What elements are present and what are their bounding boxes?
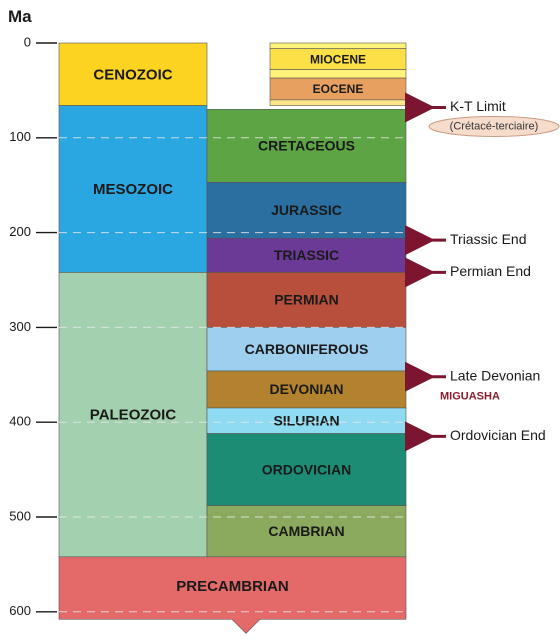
carboniferous-block: CARBONIFEROUS: [206, 327, 407, 372]
carboniferous-label: CARBONIFEROUS: [245, 341, 369, 357]
jurassic-rect: [206, 182, 407, 239]
event-k-t-limit: K-T Limit (Crétacé-terciaire): [405, 92, 560, 137]
cambrian-block: CAMBRIAN: [206, 505, 407, 558]
event-ordovician-end: Ordovician End: [405, 421, 546, 452]
events-group: K-T Limit (Crétacé-terciaire) Triassic End…: [405, 92, 560, 452]
devonian-block: DEVONIAN: [206, 370, 407, 409]
event-triassic-end: Triassic End: [405, 225, 527, 256]
axis-unit-label: Ma: [8, 7, 32, 26]
axis-tick-label: 400: [9, 414, 31, 429]
ordovician-label: ORDOVICIAN: [262, 461, 351, 477]
precambrian-rect: [58, 556, 407, 634]
cenozoic-rect: [58, 42, 208, 106]
silurian-label: SILURIAN: [273, 412, 339, 428]
mesozoic-rect: [58, 105, 208, 273]
axis-tick-label: 600: [9, 603, 31, 618]
cretaceous-block: CRETACEOUS: [206, 109, 407, 183]
cambrian-label: CAMBRIAN: [268, 523, 344, 539]
event-site-label: MIGUASHA: [440, 391, 500, 403]
paleozoic-rect: [58, 272, 208, 558]
permian-label: PERMIAN: [274, 292, 339, 308]
event-sublabel: (Crétacé-terciaire): [450, 120, 539, 132]
cambrian-rect: [206, 505, 407, 558]
eocene-label: EOCENE: [313, 82, 364, 96]
eocene-block: EOCENE: [269, 77, 407, 101]
periods-group: CRETACEOUS JURASSIC TRIASSIC PERMIAN CARBONI…: [206, 109, 407, 558]
event-label: Permian End: [450, 263, 531, 279]
event-label: Late Devonian: [450, 367, 540, 383]
permian-rect: [206, 272, 407, 328]
silurian-block: SILURIAN: [206, 407, 407, 434]
triassic-block: TRIASSIC: [206, 237, 407, 273]
mesozoic-block: MESOZOIC: [58, 105, 208, 273]
miocene-label: MIOCENE: [310, 52, 366, 66]
event-sublabel-ellipse: [428, 115, 560, 137]
precambrian-label: PRECAMBRIAN: [176, 578, 289, 595]
triassic-label: TRIASSIC: [274, 247, 339, 263]
jurassic-block: JURASSIC: [206, 182, 407, 239]
epochs-group: MIOCENE EOCENE: [269, 42, 407, 106]
event-label: Ordovician End: [450, 427, 546, 443]
silurian-rect: [206, 407, 407, 434]
axis-ticks-group: 0 100 200 300 400 500 600: [9, 34, 57, 618]
band-block: [269, 99, 407, 106]
paleozoic-label: PALEOZOIC: [90, 407, 177, 424]
cenozoic-label: CENOZOIC: [93, 66, 172, 83]
axis-tick-label: 0: [24, 34, 31, 49]
event-late-devonian: Late Devonian MIGUASHA: [405, 361, 540, 403]
event-permian-end: Permian End: [405, 257, 531, 288]
event-label: Triassic End: [450, 231, 527, 247]
axis-tick-label: 300: [9, 319, 31, 334]
miocene-block: MIOCENE: [269, 48, 407, 70]
cretaceous-rect: [206, 109, 407, 183]
axis-tick-label: 500: [9, 508, 31, 523]
band-rect: [269, 42, 407, 49]
axis-tick-label: 200: [9, 224, 31, 239]
mesozoic-label: MESOZOIC: [93, 181, 173, 198]
band-rect: [269, 69, 407, 79]
cretaceous-label: CRETACEOUS: [258, 138, 355, 154]
event-label: K-T Limit: [450, 98, 506, 114]
ordovician-block: ORDOVICIAN: [206, 433, 407, 506]
triassic-rect: [206, 237, 407, 273]
axis-tick-label: 100: [9, 129, 31, 144]
devonian-label: DEVONIAN: [270, 381, 344, 397]
band-block: [269, 42, 407, 49]
jurassic-label: JURASSIC: [271, 202, 342, 218]
permian-block: PERMIAN: [206, 272, 407, 328]
ordovician-rect: [206, 433, 407, 506]
band-block: [269, 69, 407, 79]
cenozoic-block: CENOZOIC: [58, 42, 208, 106]
eras-group: CENOZOIC MESOZOIC PALEOZOIC: [58, 42, 208, 558]
carboniferous-rect: [206, 327, 407, 372]
precambrian-group: PRECAMBRIAN: [58, 556, 407, 634]
paleozoic-block: PALEOZOIC: [58, 272, 208, 558]
gridlines-group: [59, 137, 406, 613]
band-rect: [269, 99, 407, 106]
